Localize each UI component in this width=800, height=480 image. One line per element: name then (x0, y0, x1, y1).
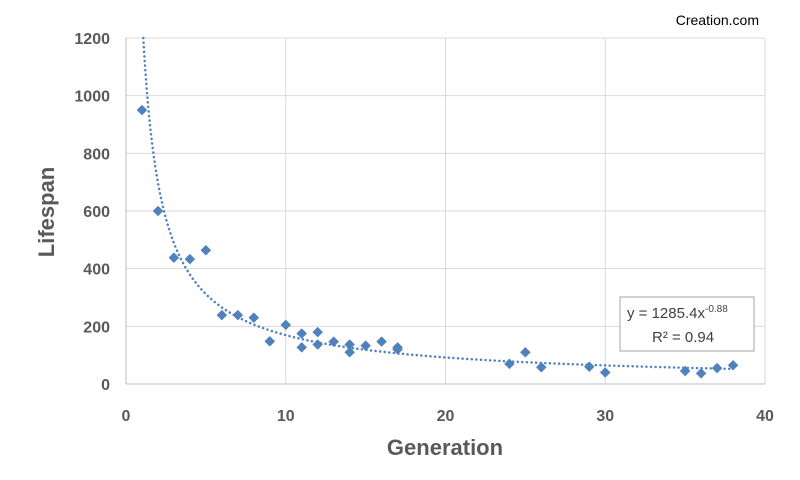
data-point (152, 205, 164, 217)
data-point (296, 342, 308, 353)
data-point (264, 335, 276, 347)
x-tick-label: 20 (437, 408, 455, 425)
data-point (200, 244, 212, 256)
data-point (248, 312, 260, 324)
x-tick-label: 10 (277, 408, 295, 425)
data-point (392, 344, 403, 355)
x-tick-label: 0 (122, 408, 131, 425)
tick-labels: 0 200 400 600 800 1000 1200 0 10 20 30 40 (74, 31, 774, 425)
equation-exponent: -0.88 (705, 304, 728, 315)
y-tick-label: 600 (83, 204, 110, 221)
r-squared-label: R² = 0.94 (652, 329, 714, 346)
equation-prefix: y = 1285.4x (627, 305, 705, 322)
data-point (136, 104, 148, 116)
data-point (520, 346, 531, 358)
data-point (312, 339, 324, 350)
data-point (296, 328, 308, 339)
data-point (360, 340, 371, 352)
x-tick-label: 40 (756, 408, 774, 425)
data-point (280, 319, 292, 331)
y-tick-label: 200 (83, 319, 110, 336)
equation-box-frame (619, 296, 755, 352)
data-point (168, 252, 180, 264)
data-point (232, 309, 244, 321)
gridlines (126, 37, 766, 384)
x-tick-label: 30 (596, 408, 614, 425)
trendline-group (142, 36, 735, 371)
trendline-equation-box: y = 1285.4x-0.88 R² = 0.94 (619, 296, 755, 352)
axes (125, 38, 765, 385)
data-point (216, 309, 228, 321)
y-tick-label: 400 (83, 262, 110, 279)
data-point (711, 362, 723, 374)
y-tick-label: 0 (101, 377, 110, 394)
y-tick-label: 1000 (74, 89, 110, 106)
data-point (312, 326, 324, 338)
data-point (727, 359, 739, 371)
trendline-equation: y = 1285.4x-0.88 (627, 304, 728, 322)
y-axis-title: Lifespan (34, 167, 59, 257)
y-tick-label: 1200 (74, 31, 110, 48)
data-point (376, 336, 387, 347)
power-trendline (142, 36, 735, 371)
data-point (184, 253, 196, 265)
x-axis-title: Generation (387, 435, 503, 460)
data-point (599, 367, 611, 378)
y-tick-label: 800 (83, 146, 110, 163)
data-point (679, 365, 691, 377)
data-point (695, 367, 707, 379)
data-point (328, 336, 340, 347)
data-point (583, 361, 595, 373)
data-points (136, 104, 739, 379)
watermark-text: Creation.com (676, 12, 759, 28)
data-point (344, 346, 356, 358)
data-point (535, 361, 547, 373)
data-point (504, 358, 515, 370)
